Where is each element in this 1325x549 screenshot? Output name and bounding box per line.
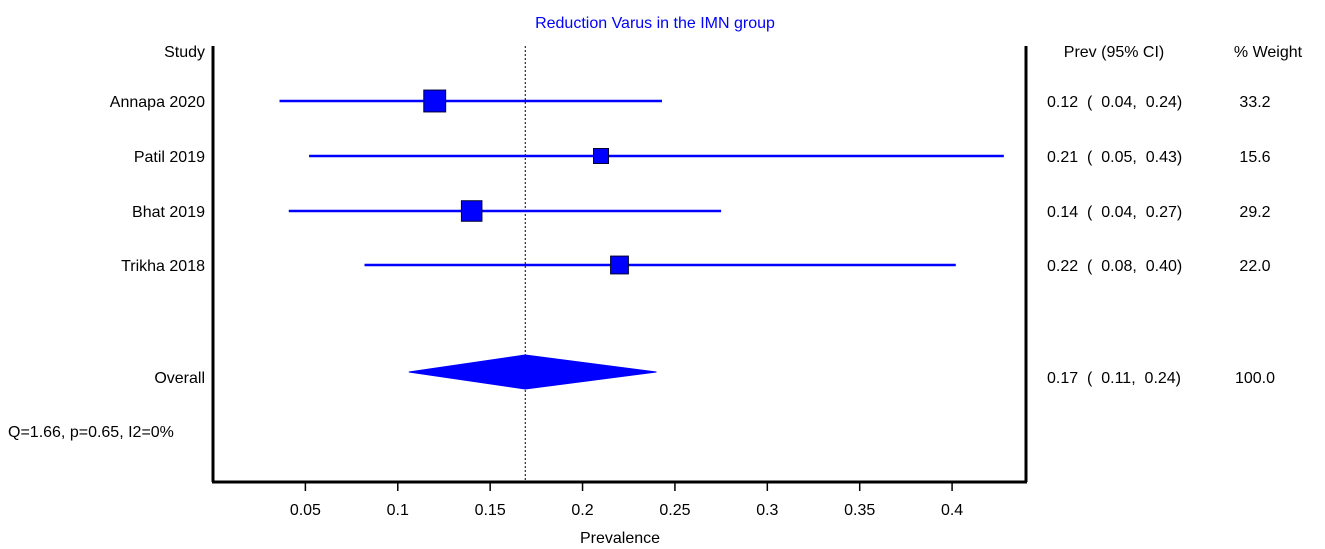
x-tick-label: 0.3 xyxy=(756,502,778,519)
study-weight: 15.6 xyxy=(1239,149,1270,166)
x-tick-label: 0.35 xyxy=(844,502,875,519)
study-weight: 22.0 xyxy=(1239,258,1270,275)
plot-frame xyxy=(211,46,1028,484)
column-header-study: Study xyxy=(164,44,205,61)
chart-title: Reduction Varus in the IMN group xyxy=(535,15,775,32)
study-name: Patil 2019 xyxy=(134,149,205,166)
study-estimate-marker xyxy=(593,148,610,164)
x-tick-label: 0.1 xyxy=(387,502,409,519)
study-ci-text: 0.12 ( 0.04, 0.24) xyxy=(1047,94,1182,111)
study-ci-text: 0.21 ( 0.05, 0.43) xyxy=(1047,149,1182,166)
x-tick-label: 0.25 xyxy=(659,502,690,519)
study-row: Annapa 2020 0.12 ( 0.04, 0.24) 33.2 xyxy=(110,89,1271,113)
study-row: Bhat 2019 0.14 ( 0.04, 0.27) 29.2 xyxy=(132,200,1271,222)
x-axis-ticks: 0.05 0.1 0.15 0.2 0.25 0.3 0.35 0.4 xyxy=(290,482,963,519)
study-estimate-marker xyxy=(460,200,483,222)
x-tick-label: 0.15 xyxy=(475,502,506,519)
overall-ci-text: 0.17 ( 0.11, 0.24) xyxy=(1047,370,1181,387)
study-estimate-marker xyxy=(610,255,629,275)
x-tick-label: 0.4 xyxy=(941,502,963,519)
column-header-estimate: Prev (95% CI) xyxy=(1064,44,1164,61)
study-weight: 33.2 xyxy=(1239,94,1270,111)
overall-diamond xyxy=(408,354,657,390)
study-ci-text: 0.22 ( 0.08, 0.40) xyxy=(1047,258,1182,275)
study-row: Patil 2019 0.21 ( 0.05, 0.43) 15.6 xyxy=(134,148,1271,166)
overall-row: Overall 0.17 ( 0.11, 0.24) 100.0 xyxy=(154,354,1275,390)
study-row: Trikha 2018 0.22 ( 0.08, 0.40) 22.0 xyxy=(121,255,1271,275)
x-tick-label: 0.2 xyxy=(571,502,593,519)
column-header-weight: % Weight xyxy=(1234,44,1303,61)
study-name: Trikha 2018 xyxy=(121,258,205,275)
heterogeneity-statistics: Q=1.66, p=0.65, I2=0% xyxy=(8,424,174,441)
study-name: Annapa 2020 xyxy=(110,94,205,111)
study-weight: 29.2 xyxy=(1239,204,1270,221)
study-rows: Annapa 2020 0.12 ( 0.04, 0.24) 33.2 Patil 2… xyxy=(110,89,1271,275)
overall-label: Overall xyxy=(154,370,205,387)
study-ci-text: 0.14 ( 0.04, 0.27) xyxy=(1047,204,1182,221)
x-tick-label: 0.05 xyxy=(290,502,321,519)
study-name: Bhat 2019 xyxy=(132,204,205,221)
study-estimate-marker xyxy=(423,89,447,113)
x-axis-label: Prevalence xyxy=(580,530,660,547)
overall-weight: 100.0 xyxy=(1235,370,1275,387)
